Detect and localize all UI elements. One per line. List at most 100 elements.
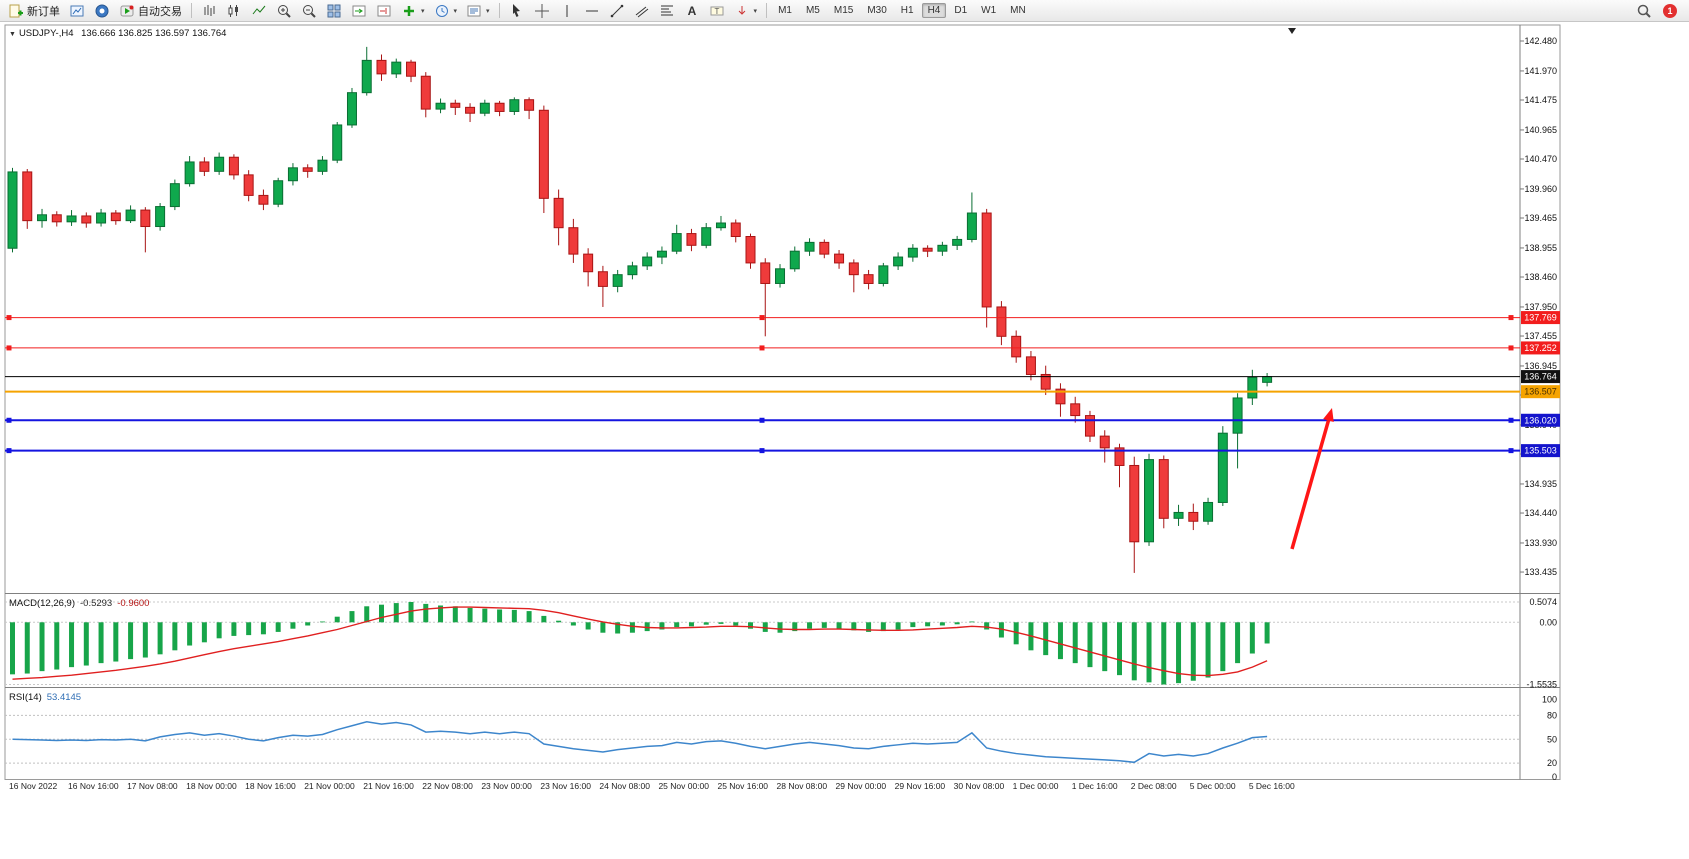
price-badge-136.020: 136.020 <box>1521 413 1560 427</box>
text-label-button[interactable]: T <box>705 1 729 20</box>
svg-text:21 Nov 00:00: 21 Nov 00:00 <box>304 781 355 791</box>
svg-text:2 Dec 08:00: 2 Dec 08:00 <box>1131 781 1177 791</box>
price-axis[interactable]: 142.480 141.970 141.475 140.965 140.470 139.9… <box>1520 36 1557 577</box>
time-axis[interactable]: 16 Nov 2022 16 Nov 16:00 17 Nov 08:00 18 No… <box>9 781 1295 791</box>
toolbar: 新订单 自动交易 ▾ ▾ ▾ A T ▾ M1 M5 M15 M30 <box>0 0 1689 22</box>
svg-text:134.935: 134.935 <box>1524 479 1557 489</box>
vertical-line-button[interactable] <box>555 1 579 20</box>
svg-text:136.020: 136.020 <box>1524 415 1557 425</box>
price-badge-136.764: 136.764 <box>1521 370 1560 384</box>
new-chart-button[interactable] <box>65 1 89 20</box>
svg-text:24 Nov 08:00: 24 Nov 08:00 <box>599 781 650 791</box>
timeframe-button-D1[interactable]: D1 <box>954 5 968 16</box>
svg-text:29 Nov 00:00: 29 Nov 00:00 <box>836 781 887 791</box>
notification-badge[interactable]: 1 <box>1663 3 1677 18</box>
hline-136.020[interactable] <box>5 417 1520 423</box>
timeframe-button-M30[interactable]: M30 <box>867 5 887 16</box>
svg-text:16 Nov 2022: 16 Nov 2022 <box>9 781 57 791</box>
new-order-label: 新订单 <box>27 5 60 18</box>
bar-chart-icon <box>201 3 217 19</box>
candlesticks <box>7 46 1273 573</box>
zoom-out-icon <box>301 3 317 19</box>
cursor-button[interactable] <box>505 1 529 20</box>
trend-arrow[interactable] <box>1290 408 1334 550</box>
chart-shift-marker <box>1288 28 1296 34</box>
svg-text:21 Nov 16:00: 21 Nov 16:00 <box>363 781 414 791</box>
bar-chart-button[interactable] <box>197 1 221 20</box>
chart-shift-button[interactable] <box>372 1 396 20</box>
zoom-out-button[interactable] <box>297 1 321 20</box>
templates-button[interactable]: ▾ <box>462 1 494 20</box>
svg-text:17 Nov 08:00: 17 Nov 08:00 <box>127 781 178 791</box>
hline-137.769[interactable] <box>5 315 1520 321</box>
svg-text:0.00: 0.00 <box>1539 617 1557 627</box>
fibonacci-button[interactable] <box>655 1 679 20</box>
fibonacci-icon <box>659 3 675 19</box>
rsi-panel: 100 80 50 20 0 <box>5 695 1557 782</box>
timeframe-toolbar: M1 M5 M15 M30 H1 H4 D1 W1 MN <box>772 3 1032 18</box>
text-button[interactable]: A <box>680 1 704 20</box>
timeframe-button-H1[interactable]: H1 <box>900 5 914 16</box>
price-badge-137.769: 137.769 <box>1521 311 1560 325</box>
tile-windows-button[interactable] <box>322 1 346 20</box>
macd-panel: 0.5074 0.00 -1.5535 <box>5 597 1557 689</box>
svg-text:140.470: 140.470 <box>1524 154 1557 164</box>
crosshair-button[interactable] <box>530 1 554 20</box>
search-button[interactable] <box>1632 1 1656 20</box>
svg-text:80: 80 <box>1547 710 1557 720</box>
svg-text:141.970: 141.970 <box>1524 66 1557 76</box>
auto-scroll-button[interactable] <box>347 1 371 20</box>
arrows-button[interactable]: ▾ <box>730 1 762 20</box>
svg-text:25 Nov 16:00: 25 Nov 16:00 <box>717 781 768 791</box>
svg-text:136.507: 136.507 <box>1524 387 1557 397</box>
toolbar-separator <box>498 3 500 18</box>
svg-text:-1.5535: -1.5535 <box>1526 679 1557 689</box>
timeframe-button-M1[interactable]: M1 <box>778 5 792 16</box>
horizontal-line-icon <box>584 3 600 19</box>
svg-text:1 Dec 00:00: 1 Dec 00:00 <box>1013 781 1059 791</box>
vertical-line-icon <box>559 3 575 19</box>
periods-button[interactable]: ▾ <box>430 1 462 20</box>
timeframe-button-MN[interactable]: MN <box>1010 5 1026 16</box>
zoom-in-button[interactable] <box>272 1 296 20</box>
svg-text:0.5074: 0.5074 <box>1529 597 1557 607</box>
candlestick-chart-button[interactable] <box>222 1 246 20</box>
svg-text:22 Nov 08:00: 22 Nov 08:00 <box>422 781 473 791</box>
svg-text:29 Nov 16:00: 29 Nov 16:00 <box>895 781 946 791</box>
channel-button[interactable] <box>630 1 654 20</box>
indicators-button[interactable]: ▾ <box>397 1 429 20</box>
autotrade-button[interactable]: 自动交易 <box>115 1 186 20</box>
timeframe-button-W1[interactable]: W1 <box>981 5 997 16</box>
svg-text:141.475: 141.475 <box>1524 95 1557 105</box>
arrows-icon <box>734 3 750 19</box>
auto-scroll-icon <box>351 3 367 19</box>
price-badge-137.252: 137.252 <box>1521 341 1560 355</box>
timeframe-button-H4[interactable]: H4 <box>921 3 947 18</box>
svg-text:25 Nov 00:00: 25 Nov 00:00 <box>658 781 709 791</box>
svg-text:138.955: 138.955 <box>1524 243 1557 253</box>
horizontal-line-button[interactable] <box>580 1 604 20</box>
rsi-name: RSI(14) <box>9 692 42 703</box>
svg-text:100: 100 <box>1542 695 1557 705</box>
chart-title: ▼ USDJPY-,H4 136.666 136.825 136.597 136.… <box>9 28 226 39</box>
svg-text:137.455: 137.455 <box>1524 331 1557 341</box>
new-order-button[interactable]: 新订单 <box>4 1 64 20</box>
chart-menu-icon[interactable]: ▼ <box>9 31 16 38</box>
search-icon <box>1636 3 1652 19</box>
timeframe-button-M5[interactable]: M5 <box>805 5 820 16</box>
profiles-button[interactable] <box>90 1 114 20</box>
trendline-button[interactable] <box>605 1 629 20</box>
svg-text:137.769: 137.769 <box>1524 313 1557 323</box>
profiles-icon <box>94 3 110 19</box>
hline-137.252[interactable] <box>5 345 1520 351</box>
toolbar-separator <box>191 3 192 18</box>
add-indicator-icon <box>401 3 417 19</box>
timeframe-button-M15[interactable]: M15 <box>833 5 854 16</box>
line-chart-button[interactable] <box>247 1 271 20</box>
channel-icon <box>634 3 650 19</box>
rsi-line <box>12 720 1268 764</box>
svg-text:133.930: 133.930 <box>1524 538 1557 548</box>
hline-135.503[interactable] <box>5 448 1520 454</box>
